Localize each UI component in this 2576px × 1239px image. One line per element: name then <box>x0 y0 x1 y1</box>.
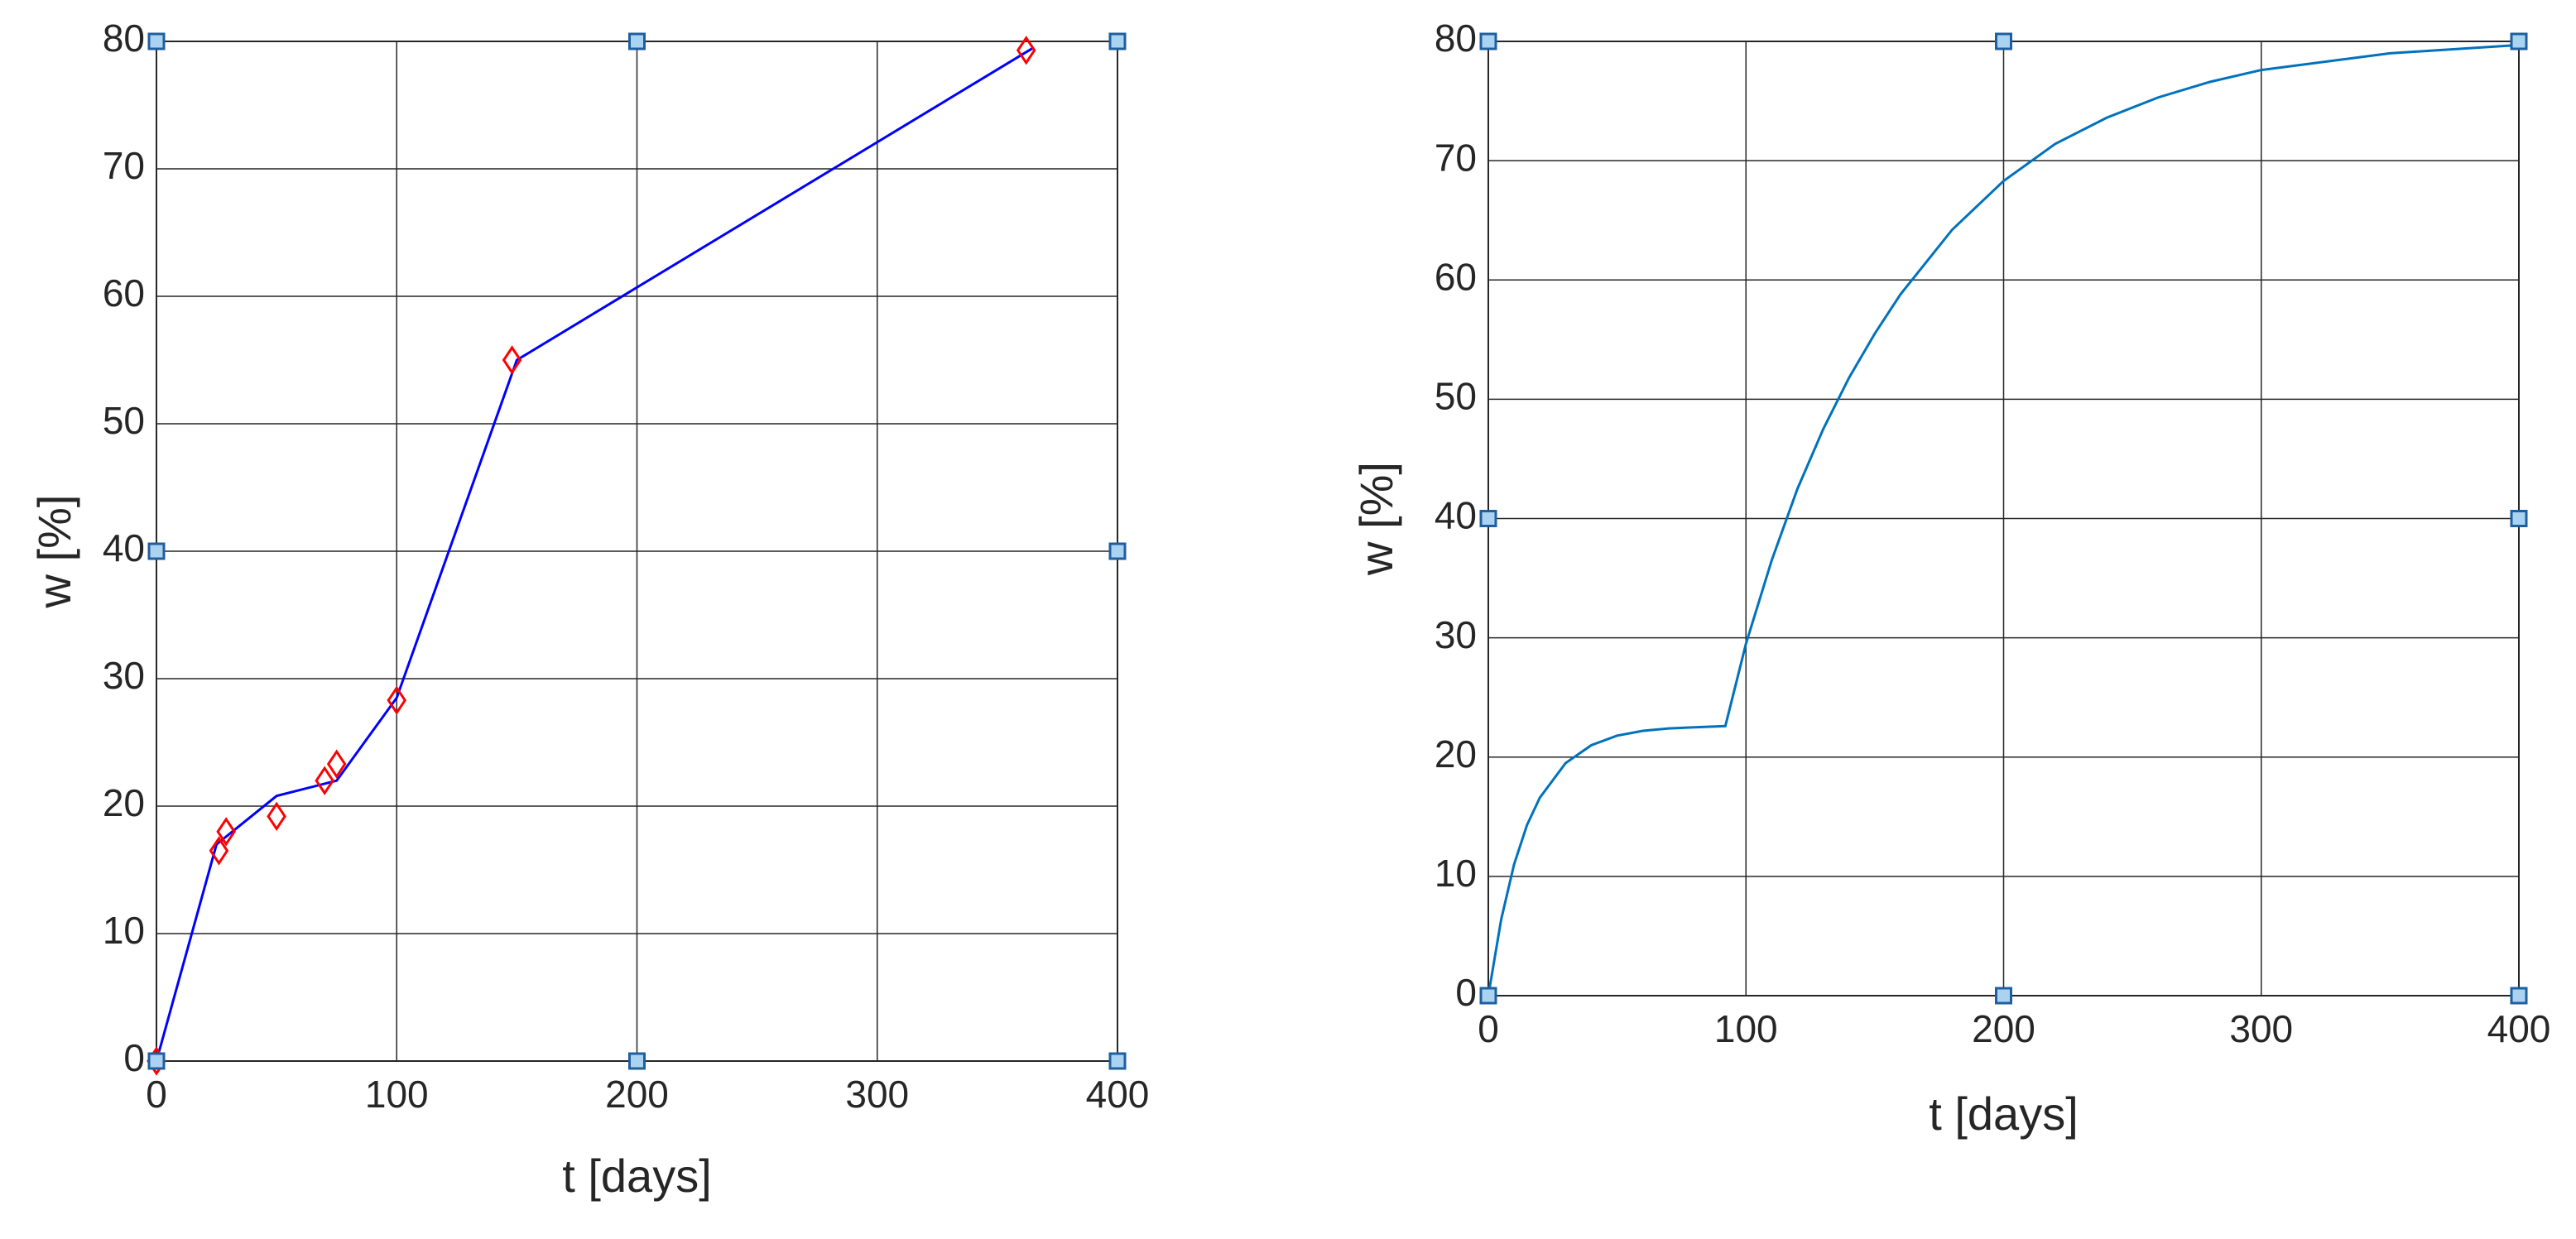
y-tick-label: 20 <box>103 781 145 824</box>
y-tick-label: 70 <box>103 144 145 187</box>
y-tick-label: 20 <box>1435 732 1477 776</box>
handle-marker <box>1108 32 1127 50</box>
x-tick-label: 0 <box>146 1073 167 1116</box>
data-point <box>387 685 407 715</box>
y-tick-label: 60 <box>103 271 145 315</box>
y-axis-label: w [%] <box>1350 462 1402 576</box>
x-tick-label: 400 <box>2487 1007 2551 1050</box>
y-tick-label: 10 <box>1435 852 1477 895</box>
y-axis-label: w [%] <box>28 495 80 609</box>
x-tick-label: 100 <box>1714 1007 1778 1050</box>
data-point <box>216 817 236 847</box>
handle-marker <box>1995 32 2012 50</box>
handle-marker <box>2510 32 2528 50</box>
data-point <box>267 801 286 832</box>
data-point <box>1016 36 1036 65</box>
x-axis-label: t [days] <box>562 1150 712 1202</box>
y-tick-label: 40 <box>1435 494 1477 537</box>
y-tick-label: 80 <box>1435 17 1477 60</box>
x-tick-label: 0 <box>1478 1007 1499 1050</box>
x-axis-label: t [days] <box>1929 1088 2079 1140</box>
handle-marker <box>147 32 166 50</box>
handle-marker <box>1995 987 2012 1005</box>
data-line <box>1487 43 2520 996</box>
y-tick-label: 10 <box>103 909 145 952</box>
y-tick-label: 30 <box>103 654 145 697</box>
x-tick-label: 200 <box>605 1073 669 1116</box>
handle-marker <box>1108 542 1127 560</box>
handle-marker <box>147 1052 166 1070</box>
handle-marker <box>628 1052 646 1070</box>
y-tick-label: 50 <box>103 399 145 442</box>
handle-marker <box>147 542 166 560</box>
data-point <box>502 345 522 375</box>
y-tick-label: 80 <box>103 17 145 60</box>
data-point <box>326 749 347 779</box>
y-tick-label: 0 <box>1455 971 1477 1014</box>
x-tick-label: 100 <box>365 1073 429 1116</box>
y-tick-label: 30 <box>1435 613 1477 656</box>
data-point <box>209 836 229 866</box>
y-tick-label: 40 <box>103 526 145 569</box>
x-tick-label: 300 <box>2229 1007 2293 1050</box>
y-tick-label: 50 <box>1435 375 1477 418</box>
handle-marker <box>1479 510 1497 527</box>
data-point <box>315 766 334 795</box>
handle-marker <box>1479 32 1497 50</box>
handle-marker <box>1108 1052 1127 1070</box>
handle-marker <box>2510 987 2528 1005</box>
x-tick-label: 400 <box>1086 1073 1150 1116</box>
y-tick-label: 0 <box>123 1036 145 1079</box>
x-tick-label: 300 <box>845 1073 909 1116</box>
handle-marker <box>628 32 646 50</box>
handle-marker <box>2510 510 2528 527</box>
y-tick-label: 60 <box>1435 255 1477 298</box>
x-tick-label: 200 <box>1972 1007 2035 1050</box>
handle-marker <box>1479 987 1497 1005</box>
y-tick-label: 70 <box>1435 136 1477 179</box>
data-line <box>155 46 1035 1062</box>
